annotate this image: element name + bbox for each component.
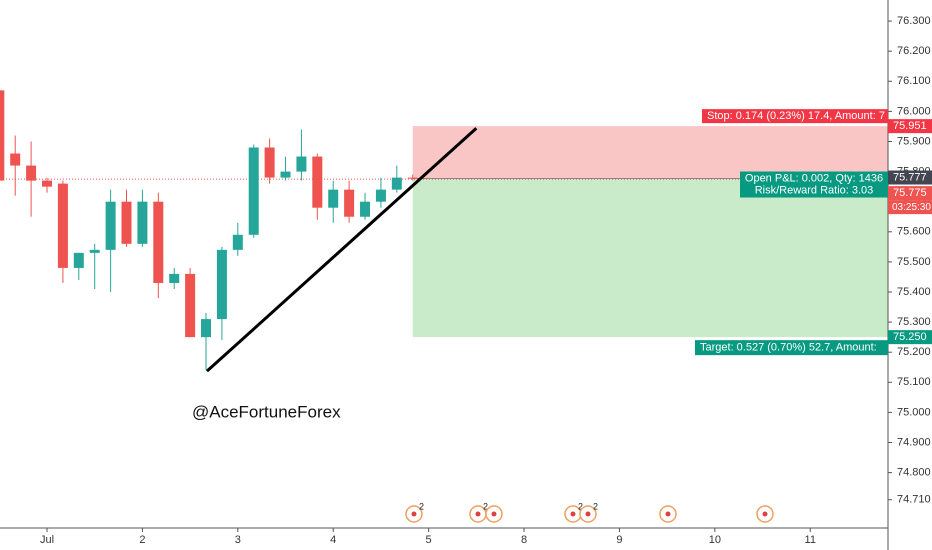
candle-body bbox=[360, 201, 371, 217]
candle-body bbox=[280, 171, 291, 178]
x-tick-label: 4 bbox=[330, 534, 336, 546]
stop-label: Stop: 0.174 (0.23%) 17.4, Amount: 7 bbox=[707, 110, 885, 122]
trendline bbox=[205, 127, 478, 373]
target-label-box bbox=[695, 340, 888, 356]
rr-label: Risk/Reward Ratio: 3.03 bbox=[755, 184, 874, 196]
pnl-label-box bbox=[740, 171, 888, 198]
event-dot bbox=[475, 511, 481, 517]
event-count: 2 bbox=[578, 501, 583, 511]
event-dot bbox=[411, 511, 417, 517]
candle-body bbox=[201, 319, 212, 338]
stop-price-tag-box bbox=[888, 119, 932, 134]
candle-body bbox=[26, 165, 37, 181]
y-tick-label: 75.000 bbox=[897, 406, 931, 418]
candle-body bbox=[344, 189, 355, 217]
candle-body bbox=[407, 177, 418, 179]
candle-body bbox=[121, 201, 132, 244]
y-tick-label: 74.900 bbox=[897, 436, 931, 448]
target-label: Target: 0.527 (0.70%) 52.7, Amount: bbox=[700, 342, 877, 354]
countdown: 03:25:30 bbox=[892, 202, 931, 213]
candle-body bbox=[391, 177, 402, 190]
event-dot bbox=[570, 511, 576, 517]
y-tick-label: 76.300 bbox=[897, 15, 931, 27]
candle-body bbox=[169, 273, 180, 283]
candle-body bbox=[153, 201, 164, 283]
x-tick-label: 5 bbox=[426, 534, 432, 546]
x-tick-label: 9 bbox=[616, 534, 622, 546]
event-dot bbox=[491, 511, 497, 517]
stop-label-box bbox=[702, 109, 888, 124]
y-tick-label: 75.600 bbox=[897, 226, 931, 238]
candle-body bbox=[328, 189, 339, 208]
event-dot bbox=[762, 511, 768, 517]
entry-price-tag-box bbox=[888, 170, 932, 185]
x-tick-label: 3 bbox=[235, 534, 241, 546]
candle-body bbox=[105, 201, 116, 250]
countdown-box bbox=[888, 200, 932, 215]
candle-body bbox=[248, 147, 259, 235]
candle-body bbox=[57, 183, 68, 268]
event-count: 2 bbox=[419, 501, 424, 511]
y-tick-label: 74.800 bbox=[897, 467, 931, 479]
y-tick-label: 75.400 bbox=[897, 286, 931, 298]
y-tick-label: 75.100 bbox=[897, 376, 931, 388]
x-tick-label: 2 bbox=[139, 534, 145, 546]
candle-body bbox=[375, 189, 386, 202]
y-tick-label: 75.900 bbox=[897, 135, 931, 147]
entry-price-tag: 75.777 bbox=[893, 171, 927, 183]
target-price-tag: 75.250 bbox=[893, 331, 927, 343]
candle-body bbox=[296, 156, 307, 172]
candle-body bbox=[185, 273, 196, 338]
y-tick-label: 76.200 bbox=[897, 45, 931, 57]
plot-area bbox=[0, 90, 888, 373]
y-tick-label: 76.000 bbox=[897, 105, 931, 117]
candle-body bbox=[0, 90, 5, 181]
y-tick-label: 76.100 bbox=[897, 75, 931, 87]
current-price-tag-box bbox=[888, 186, 932, 201]
candle-body bbox=[73, 252, 84, 268]
y-tick-label: 75.300 bbox=[897, 316, 931, 328]
y-tick-label: 74.710 bbox=[897, 494, 931, 506]
candle-body bbox=[216, 249, 227, 320]
candle-body bbox=[89, 249, 100, 253]
event-count: 2 bbox=[593, 501, 598, 511]
target-zone bbox=[412, 178, 888, 338]
event-dot bbox=[665, 511, 671, 517]
event-dot bbox=[585, 511, 591, 517]
current-price-tag: 75.775 bbox=[893, 187, 927, 199]
pnl-label: Open P&L: 0.002, Qty: 1436 bbox=[745, 172, 883, 184]
watermark: @AceFortuneForex bbox=[192, 402, 341, 421]
x-tick-label: 10 bbox=[709, 534, 721, 546]
candle-body bbox=[312, 156, 323, 208]
stop-price-tag: 75.951 bbox=[893, 120, 927, 132]
candle-body bbox=[264, 147, 275, 178]
event-count: 2 bbox=[483, 501, 488, 511]
candle-body bbox=[137, 201, 148, 244]
target-price-tag-box bbox=[888, 330, 932, 345]
y-tick-label: 75.500 bbox=[897, 256, 931, 268]
x-tick-label: 11 bbox=[805, 534, 816, 546]
stop-zone bbox=[412, 126, 888, 179]
candle-body bbox=[10, 153, 21, 166]
x-tick-label: 8 bbox=[521, 534, 527, 546]
y-tick-label: 75.200 bbox=[897, 346, 931, 358]
x-tick-label: Jul bbox=[40, 534, 54, 546]
candle-body bbox=[42, 180, 53, 187]
candle-body bbox=[232, 234, 243, 250]
